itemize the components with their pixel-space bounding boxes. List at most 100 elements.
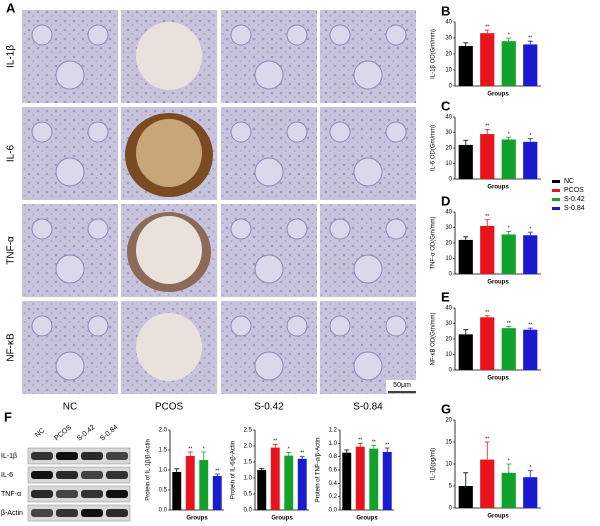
- y-tick-label: 0.0: [244, 508, 253, 514]
- y-tick-label: 0.5: [159, 488, 168, 494]
- follicle: [254, 60, 284, 90]
- error-bar: [506, 326, 512, 329]
- error-bar: [484, 219, 490, 226]
- bar: [257, 470, 267, 510]
- blot-row-label: IL-1β: [1, 453, 17, 460]
- blot-band: [31, 490, 53, 498]
- error-bar: [174, 468, 180, 472]
- follicle: [55, 351, 85, 381]
- significance: **: [485, 436, 489, 442]
- y-tick-label: 40: [445, 210, 452, 216]
- blot-band: [106, 471, 128, 479]
- bar: [501, 41, 516, 86]
- follicle-cavity: [136, 119, 202, 187]
- y-tick-label: 0: [449, 506, 453, 512]
- y-tick-label: 20: [445, 146, 452, 152]
- legend-swatch: [552, 207, 560, 210]
- blot-band: [106, 452, 128, 460]
- significance: **: [385, 442, 389, 448]
- follicle: [353, 157, 383, 187]
- blot-row-label: TNF-α: [1, 491, 21, 498]
- error-bar: [357, 442, 363, 447]
- y-tick-label: 30: [445, 36, 452, 42]
- error-bar: [187, 451, 193, 456]
- error-bar: [214, 473, 220, 476]
- significance: **: [273, 439, 277, 445]
- y-tick-label: 0.0: [329, 508, 338, 514]
- scale-bar-bg: [386, 380, 418, 393]
- error-bar: [506, 136, 512, 140]
- bar: [480, 134, 495, 179]
- bar: [501, 328, 516, 370]
- bar: [523, 477, 538, 508]
- follicle-cavity: [136, 216, 202, 284]
- y-tick-label: 10: [445, 352, 452, 358]
- row-label: NF-κB: [6, 333, 17, 362]
- follicle: [254, 254, 284, 284]
- significance: **: [485, 24, 489, 30]
- error-bar: [286, 452, 292, 456]
- significance: **: [358, 438, 362, 444]
- y-tick-label: 2.0: [244, 444, 253, 450]
- follicle-cavity: [136, 22, 202, 90]
- follicle: [230, 24, 252, 46]
- significance: **: [528, 322, 532, 328]
- y-tick-label: 20: [445, 241, 452, 247]
- significance: **: [188, 446, 192, 452]
- blot-band: [81, 452, 103, 460]
- panel-letter: C: [441, 98, 451, 113]
- blot-band: [31, 452, 53, 460]
- row-label: IL-6: [6, 144, 17, 162]
- bar: [185, 456, 195, 510]
- lane-label: S-0.84: [99, 424, 119, 443]
- error-bar: [506, 230, 512, 235]
- follicle: [329, 218, 351, 240]
- legend-swatch: [552, 189, 560, 192]
- follicle: [353, 351, 383, 381]
- bar: [297, 458, 307, 510]
- y-tick-label: 0.6: [329, 468, 338, 474]
- follicle: [31, 315, 53, 337]
- lane-label: PCOS: [53, 424, 73, 442]
- x-axis-label: Groups: [487, 514, 509, 520]
- follicle: [286, 24, 308, 46]
- y-tick-label: 2.0: [159, 428, 168, 434]
- lane-label: S-0.42: [76, 424, 96, 443]
- y-tick-label: 40: [445, 20, 452, 26]
- significance: *: [508, 226, 510, 232]
- y-tick-label: 10: [445, 462, 452, 468]
- y-tick-label: 20: [445, 418, 452, 424]
- follicle: [31, 121, 53, 143]
- error-bar: [506, 463, 512, 473]
- follicle: [254, 157, 284, 187]
- significance: **: [300, 451, 304, 457]
- panel-letter: G: [441, 401, 451, 416]
- y-tick-label: 20: [445, 337, 452, 343]
- bar: [458, 239, 473, 274]
- significance: **: [215, 468, 219, 474]
- error-bar: [463, 139, 469, 145]
- y-axis-label: TNF-α OD(Gm/mm): [431, 216, 437, 269]
- significance: **: [528, 36, 532, 42]
- follicle: [286, 121, 308, 143]
- row-label: TNF-α: [6, 236, 17, 265]
- error-bar: [484, 129, 490, 135]
- y-tick-label: 2.5: [244, 428, 253, 434]
- blot-band: [31, 471, 53, 479]
- blot-row-label: IL-6: [1, 472, 13, 479]
- significance: **: [507, 321, 511, 327]
- blot-band: [81, 490, 103, 498]
- y-tick-label: 1.0: [159, 468, 168, 474]
- significance: **: [372, 440, 376, 446]
- error-bar: [527, 138, 533, 142]
- panel-letter: B: [441, 3, 450, 18]
- y-tick-label: 0: [449, 272, 453, 278]
- y-tick-label: 10: [445, 161, 452, 167]
- bar: [458, 486, 473, 508]
- y-tick-label: 30: [445, 130, 452, 136]
- blot-band: [81, 471, 103, 479]
- bar: [501, 139, 516, 179]
- y-tick-label: 0: [449, 177, 453, 183]
- x-axis-label: Groups: [356, 516, 378, 522]
